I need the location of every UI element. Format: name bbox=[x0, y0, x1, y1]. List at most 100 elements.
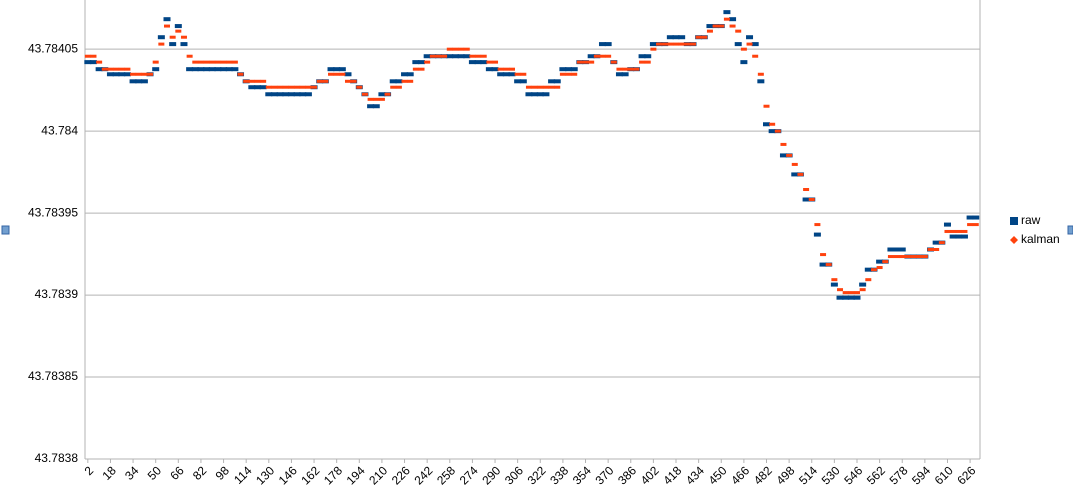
point bbox=[831, 278, 838, 282]
point bbox=[84, 54, 91, 58]
point bbox=[627, 67, 634, 71]
point bbox=[565, 72, 572, 76]
point bbox=[779, 153, 787, 158]
point bbox=[723, 10, 731, 15]
point bbox=[463, 54, 471, 59]
point bbox=[729, 24, 736, 28]
point bbox=[203, 60, 210, 64]
point bbox=[853, 291, 860, 295]
point bbox=[271, 85, 278, 89]
point bbox=[299, 92, 307, 97]
point bbox=[644, 60, 651, 64]
point bbox=[537, 85, 544, 89]
point bbox=[865, 278, 872, 282]
point bbox=[950, 229, 957, 233]
point bbox=[588, 60, 595, 64]
point bbox=[406, 72, 414, 77]
point bbox=[757, 79, 765, 84]
point bbox=[570, 67, 578, 72]
point bbox=[474, 60, 482, 65]
point bbox=[344, 79, 351, 83]
point bbox=[836, 295, 844, 300]
point bbox=[412, 60, 420, 65]
point bbox=[305, 85, 312, 89]
point bbox=[735, 29, 742, 33]
point bbox=[294, 85, 301, 89]
point bbox=[180, 42, 188, 47]
point bbox=[152, 60, 159, 64]
point bbox=[605, 54, 612, 58]
point bbox=[582, 60, 589, 64]
point bbox=[893, 255, 900, 259]
y-tick-label: 43.7838 bbox=[35, 451, 79, 465]
point bbox=[350, 79, 357, 83]
point bbox=[944, 229, 951, 233]
point bbox=[372, 104, 380, 109]
point bbox=[253, 85, 261, 90]
point bbox=[124, 67, 131, 71]
point bbox=[847, 295, 855, 300]
resize-handle[interactable] bbox=[1, 225, 10, 235]
point bbox=[536, 92, 544, 97]
point bbox=[316, 79, 323, 83]
point bbox=[786, 153, 793, 157]
point bbox=[774, 129, 781, 133]
point bbox=[328, 72, 335, 76]
point bbox=[282, 92, 290, 97]
point bbox=[565, 67, 573, 72]
point bbox=[554, 85, 561, 89]
point bbox=[277, 85, 284, 89]
point bbox=[174, 24, 182, 29]
resize-handle[interactable] bbox=[1067, 225, 1073, 235]
point bbox=[559, 67, 567, 72]
point bbox=[89, 60, 97, 65]
point bbox=[701, 35, 708, 39]
point bbox=[678, 42, 685, 46]
point bbox=[604, 42, 612, 47]
point bbox=[559, 72, 566, 76]
point bbox=[265, 92, 273, 97]
point bbox=[389, 79, 397, 84]
point bbox=[95, 67, 103, 72]
point bbox=[322, 79, 329, 83]
legend-label: raw bbox=[1021, 213, 1041, 227]
point bbox=[390, 85, 397, 89]
point bbox=[186, 67, 194, 72]
point bbox=[520, 72, 527, 76]
point bbox=[248, 79, 255, 83]
point bbox=[837, 288, 844, 292]
point bbox=[876, 259, 884, 264]
point bbox=[282, 85, 289, 89]
point bbox=[752, 54, 759, 58]
point bbox=[338, 67, 346, 72]
point bbox=[163, 17, 171, 22]
point bbox=[763, 104, 770, 108]
point bbox=[451, 54, 459, 59]
point bbox=[649, 42, 657, 47]
point bbox=[678, 35, 686, 40]
point bbox=[842, 295, 850, 300]
point bbox=[412, 67, 419, 71]
point bbox=[152, 67, 160, 72]
point bbox=[899, 255, 906, 259]
point bbox=[667, 42, 674, 46]
point bbox=[633, 67, 640, 71]
point bbox=[248, 85, 256, 90]
point bbox=[140, 79, 148, 84]
point bbox=[916, 255, 923, 259]
point bbox=[175, 29, 182, 33]
point bbox=[803, 188, 810, 192]
point bbox=[666, 35, 674, 40]
point bbox=[186, 54, 193, 58]
point bbox=[898, 247, 906, 252]
point bbox=[214, 60, 221, 64]
point bbox=[791, 162, 798, 166]
point bbox=[486, 60, 493, 64]
point bbox=[740, 60, 748, 65]
point bbox=[169, 42, 177, 47]
point bbox=[859, 282, 867, 287]
y-tick-label: 43.7839 bbox=[35, 287, 79, 301]
point bbox=[327, 67, 335, 72]
point bbox=[689, 42, 696, 46]
point bbox=[638, 54, 646, 59]
